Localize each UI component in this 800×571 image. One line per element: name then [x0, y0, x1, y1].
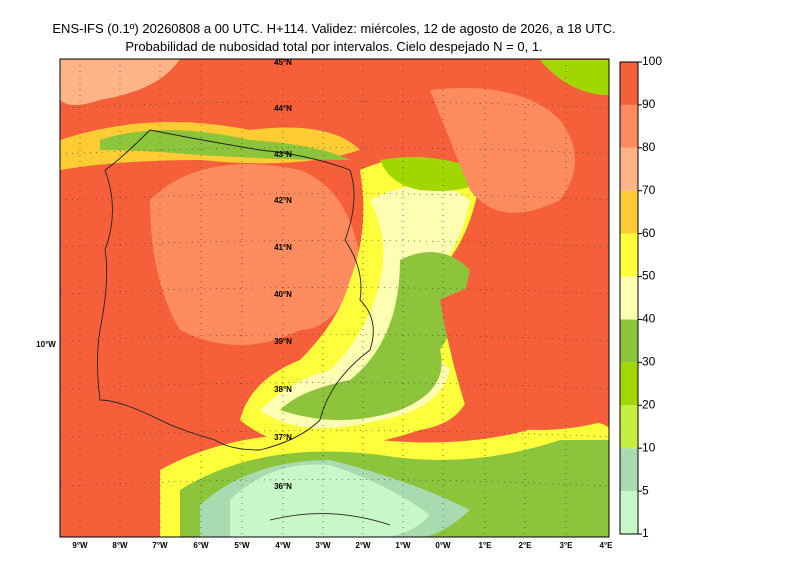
colorbar-tick-label: 50: [642, 269, 656, 283]
colorbar-tick-label: 100: [642, 54, 662, 68]
lat-label: 39°N: [274, 337, 292, 346]
map-field: [440, 273, 609, 430]
lon-label: 8°W: [112, 541, 128, 550]
colorbar-tick-label: 1: [642, 526, 649, 540]
colorbar-segment: [620, 147, 638, 191]
map: [60, 59, 609, 537]
map-field: [150, 164, 360, 345]
colorbar-tick-label: 5: [642, 483, 649, 497]
lat-label: 43°N: [274, 150, 292, 159]
lat-label: 37°N: [274, 433, 292, 442]
colorbar-segment: [620, 448, 638, 492]
lon-label: 3°W: [315, 541, 331, 550]
lon-label: 2°W: [355, 541, 371, 550]
lon-label: 3°E: [560, 541, 574, 550]
map-field: [540, 60, 609, 95]
title-line1: ENS-IFS (0.1º) 20260808 a 00 UTC. H+114.…: [52, 21, 615, 36]
lon-label: 1°W: [395, 541, 411, 550]
lat-label: 42°N: [274, 196, 292, 205]
lat-label: 40°N: [274, 290, 292, 299]
title-line2: Probabilidad de nubosidad total por inte…: [125, 39, 542, 54]
lon-label: 4°W: [275, 541, 291, 550]
lat-label: 44°N: [274, 104, 292, 113]
colorbar-tick-label: 80: [642, 140, 656, 154]
colorbar-segment: [620, 62, 638, 105]
coastline: [269, 513, 391, 526]
colorbar-tick-label: 70: [642, 183, 656, 197]
lon-label: 5°W: [234, 541, 250, 550]
colorbar-segment: [620, 491, 638, 534]
lat-label: 36°N: [274, 482, 292, 491]
lat-label: 41°N: [274, 243, 292, 252]
lat-label: 38°N: [274, 385, 292, 394]
colorbar-segment: [620, 362, 638, 406]
side-label: 10°W: [36, 340, 56, 349]
colorbar-frame: [619, 61, 639, 535]
map-field: [60, 59, 180, 105]
map-frame: [59, 58, 610, 538]
colorbar: 1 5 10 20 30 40 50 60 70 80 90 100: [619, 54, 662, 540]
colorbar-tick-label: 30: [642, 355, 656, 369]
lon-label: 2°E: [519, 541, 533, 550]
lon-label: 4°E: [600, 541, 614, 550]
coastline: [97, 129, 374, 451]
lon-label: 1°E: [479, 541, 493, 550]
lon-label: 7°W: [152, 541, 168, 550]
lat-label: 45°N: [274, 58, 292, 67]
lon-label: 6°W: [193, 541, 209, 550]
map-field: [230, 464, 430, 537]
map-field: [280, 252, 470, 420]
map-field: [430, 88, 575, 213]
colorbar-tick-label: 40: [642, 312, 656, 326]
colorbar-segment: [620, 233, 638, 277]
lon-label: 0°W: [435, 541, 451, 550]
colorbar-segment: [620, 319, 638, 363]
map-field: [100, 130, 350, 160]
colorbar-segment: [620, 276, 638, 320]
colorbar-segment: [620, 405, 638, 449]
colorbar-tick-label: 20: [642, 397, 656, 411]
colorbar-tick-label: 90: [642, 97, 656, 111]
colorbar-segment: [620, 104, 638, 148]
colorbar-tick-label: 10: [642, 440, 656, 454]
colorbar-segment: [620, 190, 638, 234]
lon-label: 9°W: [72, 541, 88, 550]
colorbar-tick-label: 60: [642, 226, 656, 240]
